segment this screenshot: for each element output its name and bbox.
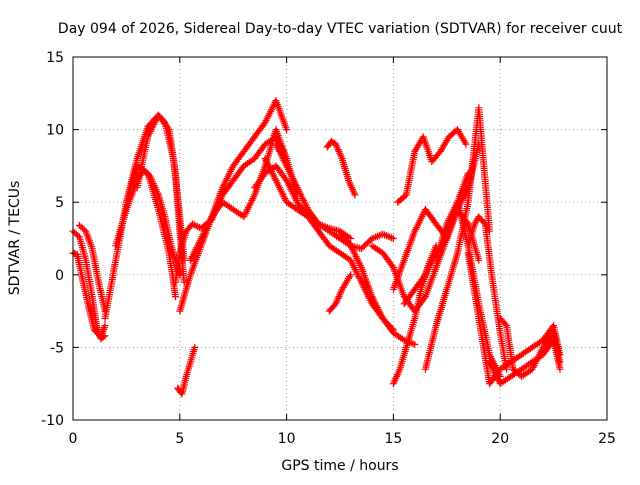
- series-markers: [174, 343, 199, 398]
- x-tick-label: 20: [491, 431, 509, 447]
- x-tick-label: 15: [384, 431, 402, 447]
- series-track-16: [325, 271, 355, 315]
- series-markers: [464, 249, 564, 388]
- chart-title: Day 094 of 2026, Sidereal Day-to-day VTE…: [58, 21, 623, 37]
- y-tick-label: 15: [46, 50, 64, 66]
- y-tick-label: 10: [46, 123, 64, 139]
- series-track-12: [272, 140, 397, 253]
- series-markers: [323, 137, 359, 199]
- x-tick-label: 0: [69, 431, 78, 447]
- axis-ticks: 0 5 10 15 20 25 -10 -5 0 5 10 15: [41, 50, 616, 447]
- series-track-15: [323, 137, 359, 199]
- y-tick-label: -10: [41, 413, 64, 429]
- series-markers: [325, 271, 355, 315]
- series-markers: [394, 126, 470, 206]
- y-tick-label: -5: [50, 340, 64, 356]
- series-markers: [75, 221, 109, 315]
- series-track-28: [496, 314, 564, 380]
- series-track-27: [486, 336, 564, 388]
- x-tick-label: 5: [175, 431, 184, 447]
- x-axis-label: GPS time / hours: [281, 458, 398, 474]
- series-markers: [464, 213, 511, 373]
- plot-frame: [72, 56, 608, 421]
- series-track-23: [421, 104, 493, 373]
- series-track-20: [394, 126, 470, 206]
- series-markers: [486, 336, 564, 388]
- series-track-25: [464, 213, 511, 373]
- y-axis-label: SDTVAR / TECUs: [7, 181, 23, 296]
- y-tick-label: 5: [55, 195, 64, 211]
- y-tick-label: 0: [55, 268, 64, 284]
- series-markers: [496, 314, 564, 380]
- series-markers: [336, 227, 419, 348]
- x-tick-label: 25: [598, 431, 616, 447]
- series-track-26: [464, 249, 564, 388]
- series-track-11: [174, 343, 199, 398]
- series-track-17: [336, 227, 419, 348]
- series-markers: [421, 104, 493, 373]
- x-tick-label: 10: [278, 431, 296, 447]
- series-markers: [272, 140, 397, 253]
- grid-lines: [73, 57, 607, 420]
- data-points: [69, 97, 564, 398]
- series-track-03: [75, 221, 109, 315]
